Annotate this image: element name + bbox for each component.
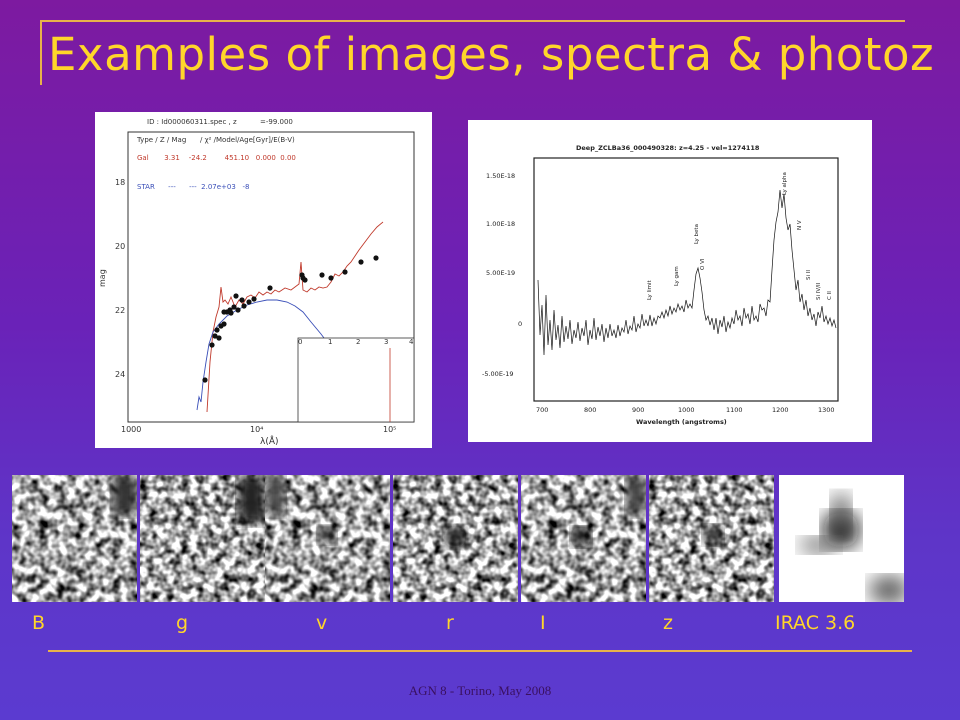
sed-inset-box xyxy=(297,337,415,423)
spec-line-label: Ly beta xyxy=(694,224,700,244)
bottom-rule xyxy=(48,650,912,652)
sed-photometry-points xyxy=(202,255,379,383)
spec-xlabel: Wavelength (angstroms) xyxy=(636,418,727,426)
title-left-rule xyxy=(40,20,42,85)
spec-line-label: Si IV/II xyxy=(816,282,822,300)
sed-inset-tick: 3 xyxy=(384,338,388,346)
spec-line-label: Si II xyxy=(806,270,812,280)
band-label-z: z xyxy=(663,612,673,634)
sed-ylabel: mag xyxy=(98,269,107,287)
spectrum-plot-svg: Deep_ZCLBa36_000490328: z=4.25 - vel=127… xyxy=(482,144,839,426)
spec-ytick: 1.50E-18 xyxy=(486,172,515,180)
band-label-b: B xyxy=(32,612,46,634)
spec-line-label: O VI xyxy=(700,258,706,270)
sed-ytick: 24 xyxy=(115,370,125,379)
spec-xtick: 700 xyxy=(536,406,548,414)
spec-xtick: 1200 xyxy=(772,406,789,414)
spectrum-plot: Deep_ZCLBa36_000490328: z=4.25 - vel=127… xyxy=(468,120,872,442)
band-label-v: v xyxy=(316,612,328,634)
sed-legend-header-2: / χ² /Model/Age[Gyr]/E(B-V) xyxy=(200,136,295,144)
band-label-g: g xyxy=(176,612,189,634)
sed-row-star: STAR --- --- 2.07e+03 -8 xyxy=(137,183,249,191)
sed-photoz-plot: ID : Id000060311.spec , z =-99.000 Type … xyxy=(95,112,432,448)
spec-ytick: 0 xyxy=(518,320,522,328)
sed-inset-tick: 1 xyxy=(328,338,332,346)
spec-xtick: 1100 xyxy=(726,406,743,414)
sed-inset-tick: 0 xyxy=(298,338,302,346)
sed-row-gal: Gal 3.31 -24.2 451.10 0.000 0.00 xyxy=(137,154,296,162)
sed-inset-tick: 4 xyxy=(409,338,414,346)
band-label-r: r xyxy=(446,612,454,634)
sed-header-z: =-99.000 xyxy=(260,118,293,126)
sed-plot-svg: ID : Id000060311.spec , z =-99.000 Type … xyxy=(98,118,415,447)
spec-ytick: -5.00E-19 xyxy=(482,370,514,378)
spec-line-label: Ly limit xyxy=(647,279,653,300)
band-image-b xyxy=(12,475,137,602)
spec-xtick: 900 xyxy=(632,406,644,414)
band-image-irac xyxy=(779,475,904,602)
band-image-g xyxy=(140,475,265,602)
sed-xtick: 10⁴ xyxy=(250,425,263,434)
spec-line-label: Ly alpha xyxy=(782,172,788,195)
sed-ytick: 22 xyxy=(115,306,125,315)
spec-line-label: N V xyxy=(797,220,803,230)
band-image-i xyxy=(521,475,646,602)
spectrum-header: Deep_ZCLBa36_000490328: z=4.25 - vel=127… xyxy=(576,144,760,152)
spec-ytick: 5.00E-19 xyxy=(486,269,515,277)
sed-xlabel: λ(Å) xyxy=(260,435,279,447)
sed-xtick: 10⁵ xyxy=(383,425,396,434)
band-label-i: I xyxy=(540,612,546,634)
sed-ytick: 20 xyxy=(115,242,125,251)
title-top-rule xyxy=(40,20,905,22)
band-thumbnail-strip xyxy=(12,475,905,602)
spec-ytick: 1.00E-18 xyxy=(486,220,515,228)
spec-xtick: 1000 xyxy=(678,406,695,414)
sed-inset-tick: 2 xyxy=(356,338,360,346)
sed-xtick: 1000 xyxy=(121,425,141,434)
sed-galaxy-template xyxy=(206,221,384,413)
sed-legend-header: Type / Z / Mag xyxy=(136,136,186,144)
band-image-z xyxy=(649,475,774,602)
spec-line-label: Ly gam xyxy=(674,266,680,286)
spec-line-label: C II xyxy=(827,291,833,300)
spectrum-trace xyxy=(537,189,837,356)
spec-xtick: 1300 xyxy=(818,406,835,414)
sed-header: ID : Id000060311.spec , z xyxy=(147,118,237,126)
band-label-irac: IRAC 3.6 xyxy=(775,612,856,634)
band-image-r xyxy=(393,475,518,602)
slide-footer: AGN 8 - Torino, May 2008 xyxy=(408,683,552,698)
spec-xtick: 800 xyxy=(584,406,596,414)
sed-ytick: 18 xyxy=(115,178,125,187)
band-image-v xyxy=(265,475,390,602)
slide-title: Examples of images, spectra & photoz xyxy=(48,28,935,81)
